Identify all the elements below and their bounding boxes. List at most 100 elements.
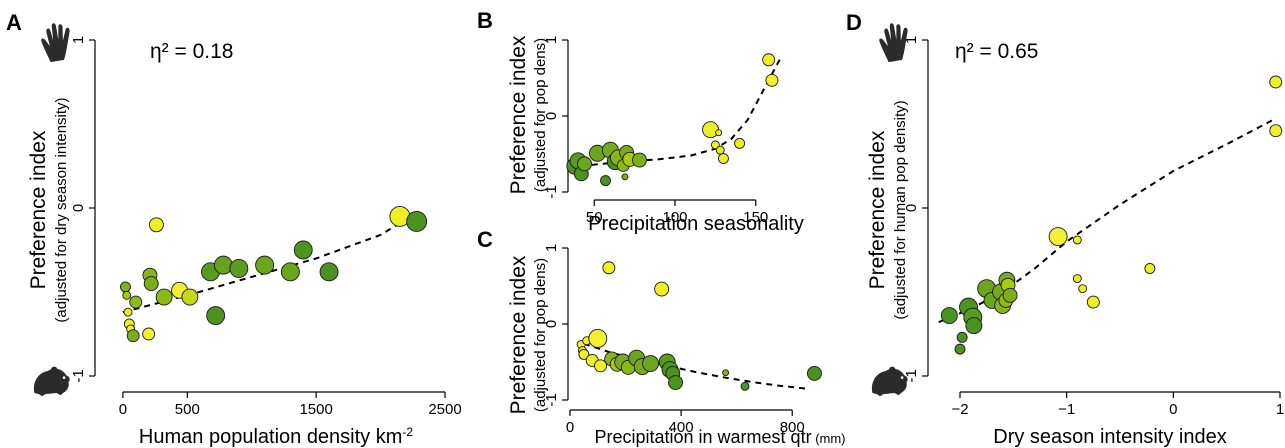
data-point-c bbox=[722, 369, 730, 377]
data-point-a bbox=[142, 327, 156, 341]
data-point-a bbox=[126, 329, 140, 343]
data-point-b bbox=[621, 173, 629, 181]
ysub-d: (adjusted for human pop density) bbox=[892, 100, 909, 319]
x-tick-label-d: 1 bbox=[1276, 401, 1284, 418]
xlabel-d: Dry season intensity index bbox=[993, 426, 1226, 448]
data-point-a bbox=[129, 295, 143, 309]
panel-c: C Preference index (adjusted for pop den… bbox=[477, 227, 846, 447]
data-point-a bbox=[229, 259, 249, 278]
panel-letter-d: D bbox=[846, 10, 862, 35]
data-point-d bbox=[956, 331, 968, 343]
ylabel-a: Preference index bbox=[27, 130, 50, 289]
plot-area-d: -1 0 1 −2 −1 0 1 bbox=[903, 36, 1284, 418]
x-tick-label-c: 0 bbox=[566, 419, 574, 436]
data-point-b bbox=[765, 73, 779, 87]
y-tick-label-a: 1 bbox=[70, 36, 87, 44]
x-tick-label-a: 2500 bbox=[428, 401, 461, 418]
panel-d: D η² = 0.65 Preference index (adjusted f… bbox=[846, 10, 1284, 448]
data-point-d bbox=[1086, 295, 1100, 309]
data-point-a bbox=[155, 288, 173, 306]
data-point-b bbox=[600, 175, 611, 187]
data-point-a bbox=[123, 307, 133, 317]
data-point-c bbox=[602, 261, 616, 275]
y-tick-label-a: -1 bbox=[70, 369, 87, 382]
y-tick-label-b: 0 bbox=[543, 112, 560, 120]
data-point-d bbox=[940, 307, 958, 324]
xlabel-b: Precipitation seasonality bbox=[588, 213, 804, 235]
ysub-c: (adjusted for pop dens) bbox=[532, 258, 549, 412]
data-point-c bbox=[588, 328, 608, 348]
data-point-c bbox=[654, 281, 670, 297]
plot-area-c: -1 0 1 0 400 800 bbox=[543, 244, 822, 436]
y-tick-label-c: 0 bbox=[543, 320, 560, 328]
data-point-b bbox=[718, 153, 729, 165]
data-point-a bbox=[206, 306, 226, 325]
x-tick-label-d: −1 bbox=[1058, 401, 1075, 418]
data-point-d bbox=[1072, 235, 1082, 245]
data-point-c bbox=[806, 365, 822, 381]
data-point-a bbox=[406, 210, 428, 232]
data-point-a bbox=[280, 262, 300, 282]
data-point-d bbox=[1144, 263, 1156, 274]
data-point-d bbox=[1269, 75, 1283, 89]
x-tick-label-b: 50 bbox=[586, 209, 603, 226]
trend-line-b bbox=[569, 58, 781, 169]
trend-line-d bbox=[938, 118, 1276, 324]
y-tick-label-b: 1 bbox=[543, 36, 560, 44]
y-tick-label-c: 1 bbox=[543, 244, 560, 252]
panel-b: B Preference index (adjusted for pop den… bbox=[477, 8, 804, 235]
data-point-b bbox=[632, 152, 647, 168]
data-point-b bbox=[577, 156, 592, 172]
ylabel-c: Preference index bbox=[507, 255, 530, 414]
ysub-a: (adjusted for dry season intensity) bbox=[53, 97, 70, 322]
data-point-b bbox=[715, 129, 723, 137]
ylabel-b: Preference index bbox=[507, 35, 530, 194]
data-point-a bbox=[319, 262, 339, 282]
data-point-a bbox=[213, 255, 233, 275]
data-point-a bbox=[148, 217, 164, 233]
data-point-c bbox=[594, 359, 608, 373]
x-tick-label-b: 150 bbox=[743, 209, 768, 226]
data-point-b bbox=[702, 121, 719, 139]
ysub-b: (adjusted for pop dens) bbox=[532, 38, 549, 192]
y-tick-label-b: -1 bbox=[543, 185, 560, 198]
data-point-d bbox=[1072, 274, 1082, 284]
x-tick-label-d: 0 bbox=[1169, 401, 1177, 418]
data-point-c bbox=[740, 381, 750, 391]
y-tick-label-c: -1 bbox=[543, 393, 560, 406]
data-point-d bbox=[1078, 284, 1088, 294]
eta-squared-d: η² = 0.65 bbox=[955, 40, 1038, 63]
y-tick-label-d: -1 bbox=[903, 369, 920, 382]
eta-squared-a: η² = 0.18 bbox=[150, 40, 233, 63]
data-point-b bbox=[715, 145, 725, 155]
data-point-d bbox=[1048, 227, 1068, 247]
x-tick-label-a: 500 bbox=[175, 401, 200, 418]
data-point-c bbox=[668, 375, 684, 390]
xlabel-a: Human population density km-2 bbox=[139, 425, 413, 448]
data-point-a bbox=[255, 255, 275, 275]
x-tick-label-b: 100 bbox=[662, 209, 687, 226]
data-point-a bbox=[143, 276, 159, 292]
ylabel-d: Preference index bbox=[866, 130, 889, 289]
data-point-a bbox=[122, 290, 132, 300]
hamster-icon bbox=[33, 366, 70, 397]
data-point-c bbox=[642, 355, 660, 372]
panel-letter-c: C bbox=[477, 227, 493, 252]
x-tick-label-a: 0 bbox=[119, 401, 127, 418]
data-point-d bbox=[1269, 124, 1283, 138]
y-tick-label-d: 0 bbox=[903, 204, 920, 212]
data-point-a bbox=[293, 240, 313, 260]
data-point-d bbox=[965, 317, 983, 335]
data-point-c bbox=[578, 348, 590, 360]
data-point-d bbox=[954, 343, 966, 355]
x-tick-label-c: 400 bbox=[669, 419, 694, 436]
x-tick-label-a: 1500 bbox=[299, 401, 332, 418]
y-tick-label-a: 0 bbox=[70, 204, 87, 212]
plot-area-a: -1 0 1 0 500 1500 2500 bbox=[70, 36, 462, 418]
data-point-b bbox=[734, 137, 746, 149]
xlabel-c: Precipitation in warmest qtr (mm) bbox=[594, 427, 845, 447]
data-point-b bbox=[762, 53, 776, 67]
x-tick-label-d: −2 bbox=[951, 401, 968, 418]
